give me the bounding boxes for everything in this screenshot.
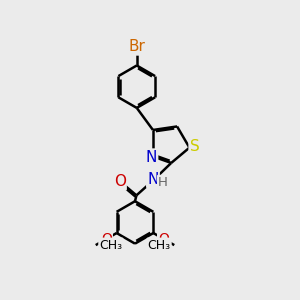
Text: Br: Br [128,39,145,54]
Text: S: S [190,139,199,154]
Text: N: N [147,172,159,187]
Text: O: O [114,174,126,189]
Text: CH₃: CH₃ [99,238,122,252]
Text: N: N [146,150,157,165]
Text: O: O [158,232,169,246]
Text: H: H [158,176,168,189]
Text: O: O [101,232,112,246]
Text: CH₃: CH₃ [148,238,171,252]
